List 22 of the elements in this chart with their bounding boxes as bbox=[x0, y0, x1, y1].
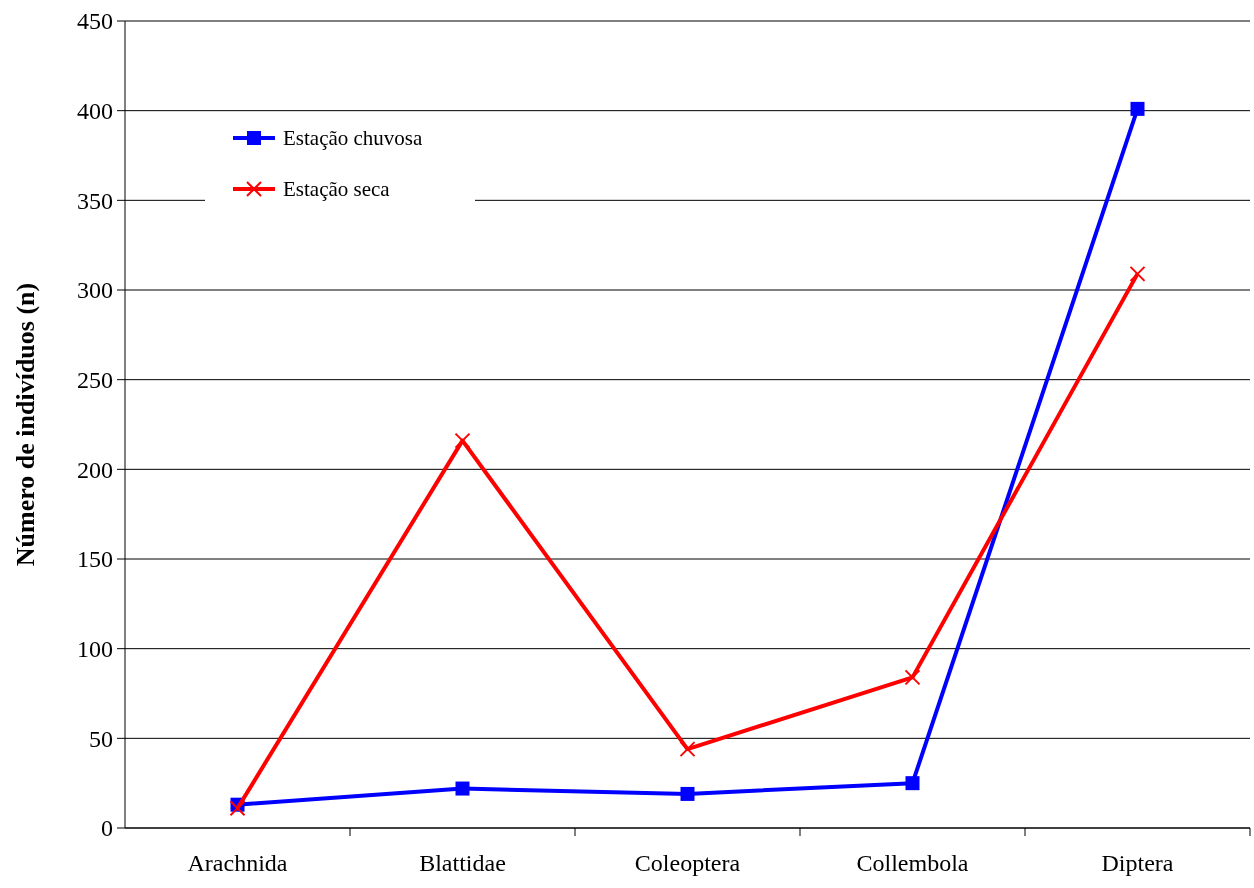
y-tick-label: 450 bbox=[77, 8, 113, 35]
x-tick-label: Blattidae bbox=[419, 850, 506, 876]
y-tick-label: 200 bbox=[77, 456, 113, 483]
y-tick-label: 350 bbox=[77, 187, 113, 214]
y-tick-label: 0 bbox=[101, 815, 113, 842]
legend-label: Estação chuvosa bbox=[283, 126, 424, 151]
y-tick-label: 250 bbox=[77, 367, 113, 394]
y-tick-label: 50 bbox=[89, 725, 113, 752]
x-tick-label: Diptera bbox=[1101, 850, 1174, 876]
x-tick-label: Coleoptera bbox=[634, 850, 741, 876]
y-tick-label: 400 bbox=[77, 98, 113, 125]
point bbox=[680, 786, 695, 801]
point bbox=[905, 776, 920, 791]
point bbox=[455, 781, 470, 796]
y-tick-label: 300 bbox=[77, 277, 113, 304]
point bbox=[1130, 101, 1145, 116]
x-tick-label: Collembola bbox=[856, 850, 969, 876]
y-tick-label: 150 bbox=[77, 546, 113, 573]
legend-label: Estação seca bbox=[283, 177, 391, 202]
y-tick-label: 100 bbox=[77, 636, 113, 663]
x-tick-label: Arachnida bbox=[187, 850, 288, 876]
y-axis-title: Número de indivíduos (n) bbox=[11, 282, 40, 567]
